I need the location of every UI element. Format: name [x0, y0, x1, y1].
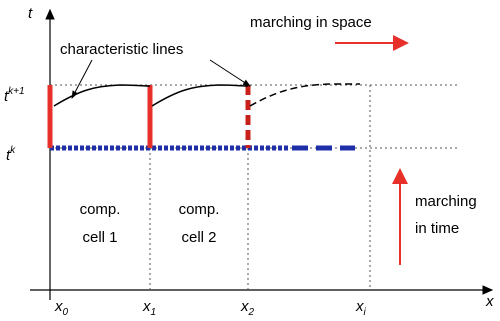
level-sup: k [10, 145, 16, 156]
node-label: x1 [142, 298, 156, 318]
level-base: t [6, 147, 11, 164]
level-sup: k+1 [8, 86, 24, 97]
cell-label: cell 2 [181, 229, 216, 246]
node-sub: 1 [151, 307, 157, 318]
cell-label: cell 1 [82, 229, 117, 246]
node-base: x [240, 298, 249, 315]
annotation: marching in space [250, 14, 372, 31]
level-base: t [4, 88, 9, 105]
node-base: x [54, 298, 63, 315]
node-base: x [355, 298, 364, 315]
t-axis-label: t [28, 5, 33, 22]
node-sub: 2 [248, 307, 255, 318]
node-label: xi [355, 298, 367, 318]
characteristic [151, 84, 249, 107]
annotation: in time [415, 220, 459, 237]
pointer [71, 59, 93, 99]
node-label: x0 [54, 298, 69, 318]
characteristic [249, 83, 360, 107]
cell-label: comp. [80, 201, 121, 218]
cell-label: comp. [179, 201, 220, 218]
node-base: x [142, 298, 151, 315]
pointer [209, 59, 251, 87]
x-axis-label: x [485, 293, 494, 310]
level-label: tk+1 [4, 86, 25, 105]
annotation: marching [415, 193, 477, 210]
characteristic [53, 84, 151, 107]
node-sub: i [364, 307, 367, 318]
level-label: tk [6, 145, 16, 164]
node-sub: 0 [63, 307, 69, 318]
node-label: x2 [240, 298, 255, 318]
annotation: characteristic lines [60, 41, 183, 58]
